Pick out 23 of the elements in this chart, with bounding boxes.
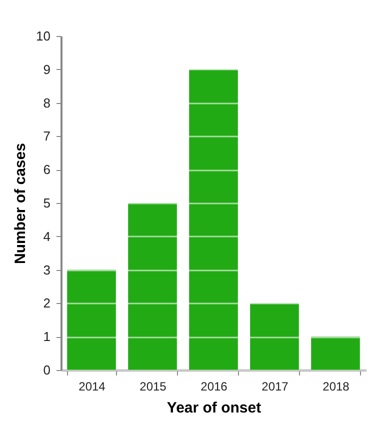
y-tick-label: 1: [43, 329, 50, 344]
x-tick-label: 2014: [78, 380, 106, 394]
y-tick-label: 4: [43, 228, 50, 244]
x-axis-title: Year of onset: [166, 400, 262, 416]
bar: [311, 336, 360, 370]
x-tick-label: 2015: [140, 380, 167, 394]
bar: [250, 303, 299, 370]
x-tick-label: 2017: [262, 380, 289, 394]
y-tick-label: 0: [43, 362, 50, 378]
y-tick-label: 7: [43, 128, 50, 144]
x-tick-label: 2016: [200, 380, 228, 394]
bar: [128, 203, 177, 370]
y-tick-label: 2: [43, 296, 50, 311]
y-tick-label: 8: [43, 95, 50, 110]
y-tick-label: 10: [36, 28, 50, 44]
bar: [67, 270, 116, 370]
y-axis-title: Number of cases: [12, 143, 30, 264]
x-tick-label: 2018: [322, 380, 350, 394]
y-tick-label: 3: [43, 262, 50, 278]
y-tick-label: 9: [43, 62, 50, 77]
y-tick-label: 6: [43, 162, 50, 178]
bar: [189, 69, 238, 370]
y-tick-label: 5: [43, 196, 50, 210]
